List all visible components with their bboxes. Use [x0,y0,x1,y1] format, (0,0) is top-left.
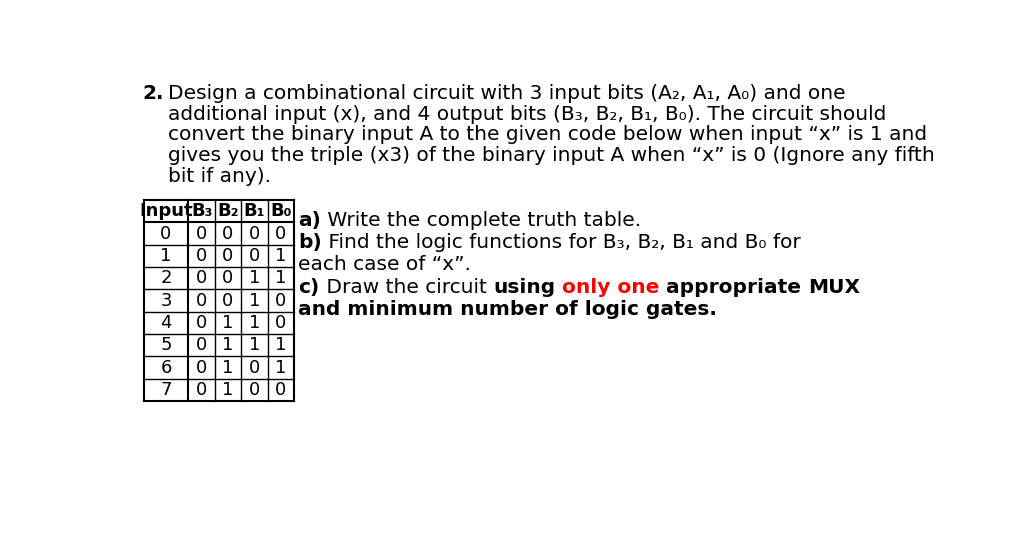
Text: 2.: 2. [142,84,164,103]
Text: 0: 0 [196,247,207,265]
Text: a): a) [299,211,322,230]
Text: Find the logic functions for B₃, B₂, B₁ and B₀ for: Find the logic functions for B₃, B₂, B₁ … [323,233,801,252]
Text: 0: 0 [196,358,207,376]
Text: bit if any).: bit if any). [168,167,271,186]
Text: 1: 1 [249,336,260,354]
Text: convert the binary input A to the given code below when input “x” is 1 and: convert the binary input A to the given … [168,125,928,144]
Text: 1: 1 [275,247,287,265]
Text: appropriate: appropriate [658,278,808,297]
Text: gives you the triple (x3) of the binary input A when “x” is 0 (Ignore any fifth: gives you the triple (x3) of the binary … [168,146,935,165]
Text: 5: 5 [160,336,172,354]
Text: 1: 1 [161,247,172,265]
Text: 0: 0 [249,247,260,265]
Text: 3: 3 [160,292,172,310]
Text: 0: 0 [275,381,287,399]
Text: B₁: B₁ [244,202,265,220]
Text: using: using [493,278,555,297]
Text: 1: 1 [222,381,233,399]
Text: 6: 6 [161,358,172,376]
Text: 0: 0 [161,225,172,243]
Text: 1: 1 [222,358,233,376]
Text: each case of “x”.: each case of “x”. [299,256,471,275]
Text: 1: 1 [275,336,287,354]
Text: 1: 1 [222,314,233,332]
Text: 0: 0 [196,292,207,310]
Text: 0: 0 [196,381,207,399]
Text: 1: 1 [275,269,287,287]
Text: 0: 0 [196,269,207,287]
Text: 0: 0 [275,314,287,332]
Text: Draw the circuit: Draw the circuit [319,278,493,297]
Text: only one: only one [561,278,658,297]
Text: B₀: B₀ [270,202,292,220]
Text: 1: 1 [249,292,260,310]
Text: 0: 0 [275,292,287,310]
Text: 0: 0 [249,381,260,399]
Text: 0: 0 [196,314,207,332]
Text: 7: 7 [160,381,172,399]
Text: MUX: MUX [808,278,860,297]
Text: 2: 2 [160,269,172,287]
Bar [143,200,294,401]
Text: 1: 1 [249,269,260,287]
Text: 0: 0 [249,358,260,376]
Text: B₂: B₂ [217,202,239,220]
Text: c): c) [299,278,319,297]
Text: 0: 0 [249,225,260,243]
Text: Write the complete truth table.: Write the complete truth table. [322,211,641,230]
Text: and minimum number of logic gates.: and minimum number of logic gates. [299,300,718,319]
Text: 1: 1 [275,358,287,376]
Text: 0: 0 [222,225,233,243]
Text: 0: 0 [222,269,233,287]
Text: Design a combinational circuit with 3 input bits (A₂, A₁, A₀) and one: Design a combinational circuit with 3 in… [168,84,846,103]
Text: 0: 0 [196,336,207,354]
Text: 0: 0 [275,225,287,243]
Text: B₃: B₃ [190,202,212,220]
Text: 0: 0 [196,225,207,243]
Text: 0: 0 [222,247,233,265]
Text: 4: 4 [160,314,172,332]
Text: additional input (x), and 4 output bits (B₃, B₂, B₁, B₀). The circuit should: additional input (x), and 4 output bits … [168,104,887,123]
Text: 1: 1 [249,314,260,332]
Text: Input: Input [139,202,193,220]
Text: 1: 1 [222,336,233,354]
Text: b): b) [299,233,323,252]
Text: 0: 0 [222,292,233,310]
